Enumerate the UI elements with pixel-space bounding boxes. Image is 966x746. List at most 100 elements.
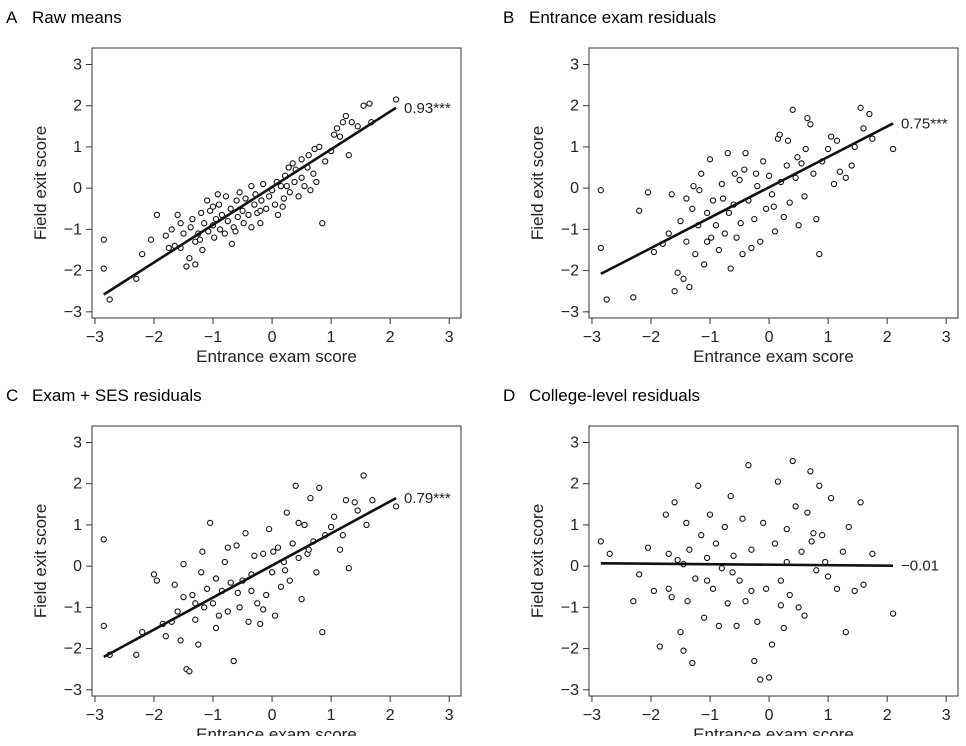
data-point: [754, 618, 761, 625]
y-tick-label: 1: [570, 139, 579, 156]
data-point: [752, 170, 760, 177]
panel-a-title-text: Raw means: [32, 8, 122, 27]
regression-line: [600, 122, 894, 276]
data-point: [239, 207, 246, 214]
data-point: [295, 554, 302, 562]
data-point: [342, 497, 350, 504]
data-point: [283, 182, 290, 190]
data-point: [270, 548, 277, 555]
data-point: [860, 581, 867, 588]
data-point: [768, 191, 776, 198]
y-tick-label: 0: [570, 558, 579, 575]
data-point: [751, 657, 758, 665]
data-point: [271, 612, 279, 619]
data-point: [263, 591, 270, 599]
data-point: [801, 193, 808, 200]
data-point: [319, 628, 326, 636]
x-tick-label: −3: [86, 707, 104, 724]
data-point: [703, 554, 711, 562]
data-point: [234, 589, 241, 597]
y-tick-label: 2: [73, 98, 82, 115]
data-point: [203, 197, 211, 204]
data-point: [195, 641, 202, 648]
data-point: [816, 482, 823, 489]
y-tick-label: −1: [64, 221, 82, 238]
data-point: [153, 577, 161, 584]
data-point: [729, 569, 736, 576]
x-tick-label: −2: [642, 707, 660, 724]
data-point: [342, 112, 350, 120]
x-tick-label: 3: [942, 707, 951, 724]
data-point: [819, 532, 826, 539]
data-point: [180, 230, 187, 237]
data-point: [727, 492, 734, 500]
data-point: [644, 189, 652, 196]
data-point: [690, 182, 697, 190]
data-point: [696, 187, 703, 194]
data-point: [636, 571, 643, 578]
data-point: [254, 600, 261, 607]
data-point: [279, 203, 286, 210]
y-tick-label: −2: [561, 641, 579, 658]
data-point: [327, 523, 335, 531]
data-point: [215, 612, 223, 619]
data-point: [771, 540, 779, 547]
data-point: [285, 164, 292, 171]
data-point: [236, 604, 243, 611]
data-point: [203, 585, 211, 592]
data-point: [748, 587, 755, 595]
data-point: [866, 110, 873, 118]
data-point: [257, 220, 264, 227]
x-tick-label: 2: [883, 707, 892, 724]
data-point: [251, 552, 258, 559]
y-tick-label: 1: [570, 517, 579, 534]
data-point: [686, 546, 693, 553]
data-point: [310, 170, 317, 177]
data-point: [715, 622, 723, 630]
data-point: [295, 193, 302, 200]
data-point: [739, 515, 746, 522]
data-point: [206, 207, 214, 214]
data-point: [706, 511, 714, 518]
data-point: [248, 224, 255, 231]
data-point: [168, 226, 175, 233]
data-point: [189, 215, 196, 223]
data-point: [698, 532, 705, 539]
x-tick-label: 1: [824, 707, 833, 724]
data-point: [662, 511, 669, 518]
data-point: [650, 248, 658, 256]
data-point: [283, 509, 290, 516]
data-point: [757, 676, 764, 683]
plot-frame: [91, 425, 462, 697]
data-point: [700, 261, 708, 268]
data-point: [709, 585, 717, 592]
data-point: [768, 641, 776, 648]
y-tick-label: −1: [561, 221, 579, 238]
data-point: [339, 119, 347, 126]
data-point: [183, 263, 190, 270]
y-tick-label: −3: [561, 304, 579, 321]
data-point: [795, 604, 802, 611]
data-point: [644, 544, 652, 551]
data-point: [360, 472, 367, 479]
x-axis-label: Entrance exam score: [693, 725, 854, 736]
data-point: [162, 232, 169, 239]
data-point: [165, 244, 172, 252]
data-point: [363, 521, 370, 529]
x-tick-label: 3: [942, 329, 951, 346]
data-point: [833, 585, 841, 592]
x-tick-label: 0: [268, 707, 277, 724]
y-tick-label: −1: [64, 599, 82, 616]
data-point: [153, 211, 161, 219]
data-point: [783, 525, 790, 533]
data-point: [260, 550, 267, 557]
data-point: [351, 499, 358, 506]
data-point: [842, 174, 849, 181]
data-point: [689, 659, 696, 667]
data-point: [665, 230, 672, 237]
data-point: [201, 220, 208, 227]
data-point: [813, 215, 820, 223]
data-point: [319, 220, 326, 227]
data-point: [748, 546, 755, 553]
data-point: [209, 203, 217, 210]
